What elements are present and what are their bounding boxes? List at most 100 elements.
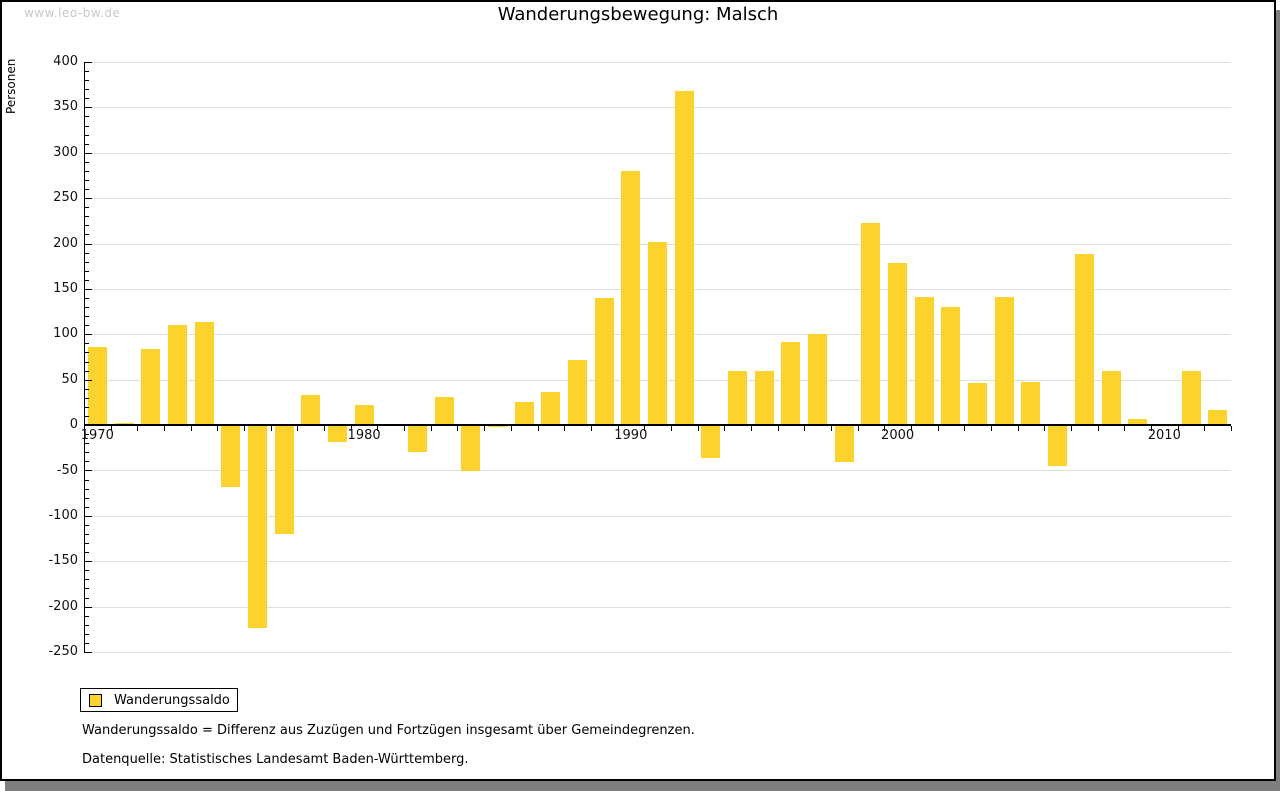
y-minor-tick	[85, 507, 89, 508]
x-tick	[1151, 426, 1152, 432]
y-minor-tick	[85, 325, 89, 326]
bar	[888, 263, 908, 426]
bar	[834, 425, 854, 463]
y-minor-tick	[85, 135, 89, 136]
y-minor-tick	[85, 126, 89, 127]
bar	[541, 392, 561, 426]
x-tick	[617, 426, 619, 432]
bar	[1208, 410, 1228, 426]
bar	[274, 425, 294, 535]
x-tick	[217, 426, 219, 432]
y-tick-label: 300	[53, 144, 78, 160]
legend-box: Wanderungssaldo	[80, 688, 238, 712]
bar	[1128, 419, 1148, 426]
y-major-tick	[85, 607, 92, 608]
bar	[354, 405, 374, 426]
gridline	[84, 198, 1231, 199]
y-minor-tick	[85, 116, 89, 117]
bar	[1074, 254, 1094, 426]
x-tick	[1124, 426, 1126, 432]
y-tick-label: -50	[56, 462, 78, 478]
x-tick	[697, 426, 699, 432]
y-major-tick	[85, 289, 92, 290]
y-minor-tick	[85, 180, 89, 181]
bar	[994, 297, 1014, 426]
y-minor-tick	[85, 280, 89, 281]
x-tick	[910, 426, 912, 432]
x-tick	[1204, 426, 1206, 432]
y-major-tick	[85, 244, 92, 245]
footnote-definition: Wanderungssaldo = Differenz aus Zuzügen …	[82, 723, 695, 738]
bar	[141, 349, 161, 426]
x-tick	[884, 426, 886, 432]
y-minor-tick	[85, 625, 89, 626]
y-major-tick	[85, 153, 92, 154]
gridline	[84, 470, 1231, 471]
y-minor-tick	[85, 71, 89, 72]
bar	[701, 425, 721, 459]
y-tick-label: 250	[53, 190, 78, 206]
bar	[434, 397, 454, 426]
y-tick-label: 350	[53, 99, 78, 115]
y-minor-tick	[85, 225, 89, 226]
legend-swatch-icon	[89, 693, 102, 707]
y-minor-tick	[85, 552, 89, 553]
y-minor-tick	[85, 352, 89, 353]
x-tick	[644, 426, 646, 432]
bar	[407, 425, 427, 453]
bar	[914, 297, 934, 426]
y-minor-tick	[85, 543, 89, 544]
watermark: www.leo-bw.de	[24, 6, 121, 20]
y-tick-label: -250	[48, 644, 78, 659]
y-minor-tick	[85, 434, 89, 435]
y-minor-tick	[85, 570, 89, 571]
x-tick	[1097, 426, 1099, 432]
y-major-tick	[85, 561, 92, 562]
y-minor-tick	[85, 80, 89, 81]
bar	[648, 242, 667, 426]
bar	[87, 347, 107, 426]
x-tick	[777, 426, 779, 432]
y-major-tick	[85, 652, 92, 653]
y-major-tick	[85, 62, 92, 63]
y-minor-tick	[85, 362, 89, 363]
x-tick	[1044, 426, 1046, 432]
bar	[808, 334, 827, 426]
gridline	[84, 561, 1231, 562]
x-tick-label: 1990	[614, 428, 648, 444]
y-minor-tick	[85, 498, 89, 499]
x-tick	[377, 426, 379, 432]
x-tick	[430, 426, 432, 432]
x-tick-label: 1980	[347, 428, 381, 444]
bar	[968, 383, 988, 426]
x-tick	[937, 426, 939, 432]
bar	[488, 425, 507, 428]
x-tick	[590, 426, 592, 432]
x-tick	[137, 426, 139, 432]
y-minor-tick	[85, 253, 89, 254]
y-minor-tick	[85, 144, 89, 145]
gridline	[84, 107, 1231, 108]
y-tick-label: 150	[53, 280, 78, 296]
footnote-source: Datenquelle: Statistisches Landesamt Bad…	[82, 752, 469, 767]
bar	[167, 325, 187, 426]
y-minor-tick	[85, 480, 89, 481]
x-tick	[110, 426, 112, 432]
bar	[781, 342, 801, 426]
y-minor-tick	[85, 162, 89, 163]
x-tick	[350, 426, 352, 432]
y-minor-tick	[85, 262, 89, 263]
y-tick-label: 200	[53, 235, 78, 251]
legend-label: Wanderungssaldo	[114, 692, 230, 708]
y-minor-tick	[85, 525, 89, 526]
y-major-tick	[85, 516, 92, 517]
x-tick	[270, 426, 272, 432]
x-tick	[964, 426, 966, 432]
gridline	[84, 153, 1231, 154]
x-tick	[670, 426, 672, 432]
y-minor-tick	[85, 598, 89, 599]
x-tick	[750, 426, 752, 432]
gridline	[84, 652, 1231, 653]
bar	[194, 322, 214, 426]
